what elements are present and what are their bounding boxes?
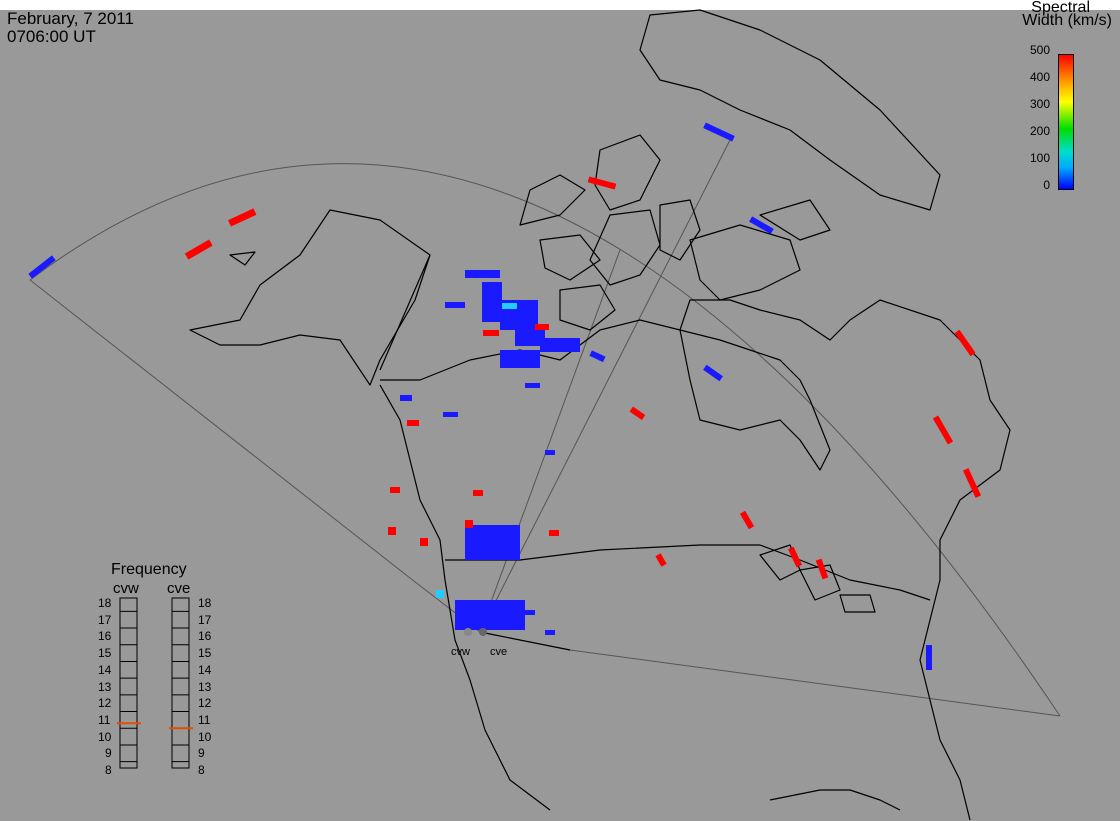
cve-column-label: cve bbox=[167, 580, 191, 597]
date-label: February, 7 2011 bbox=[7, 9, 134, 28]
echoes-high-width bbox=[184, 176, 982, 580]
frequency-tick-label: 17 bbox=[98, 612, 112, 627]
colorbar-tick: 400 bbox=[1029, 70, 1050, 84]
colorbar-title-line2: Width (km/s) bbox=[1022, 12, 1112, 29]
frequency-tick-label: 10 bbox=[98, 729, 112, 744]
spectral-width-colorbar bbox=[1058, 54, 1074, 190]
echoes-mid-width bbox=[436, 303, 517, 598]
colorbar-tick: 0 bbox=[1043, 178, 1050, 192]
frequency-tick-label: 16 bbox=[98, 629, 112, 644]
colorbar-tick: 500 bbox=[1029, 43, 1050, 57]
freq-boxes bbox=[119, 597, 190, 769]
cvw-site-marker bbox=[464, 628, 472, 636]
frequency-tick-label: 11 bbox=[198, 712, 211, 727]
top-strip bbox=[0, 0, 1120, 10]
fov-outline bbox=[29, 139, 1061, 717]
time-label: 0706:00 UT bbox=[7, 27, 96, 46]
frequency-tick-label: 10 bbox=[198, 729, 212, 744]
frequency-tick-label: 12 bbox=[98, 696, 112, 711]
frequency-tick-label: 14 bbox=[198, 662, 212, 677]
frequency-tick-label: 8 bbox=[105, 763, 112, 777]
frequency-tick-label: 9 bbox=[105, 746, 112, 761]
cvw-column-label: cvw bbox=[113, 580, 139, 597]
frequency-tick-label: 17 bbox=[198, 612, 212, 627]
frequency-tick-label: 18 bbox=[98, 596, 112, 610]
colorbar-tick: 100 bbox=[1029, 151, 1050, 165]
frequency-tick-label: 18 bbox=[198, 596, 212, 610]
coastlines bbox=[189, 9, 1011, 821]
cve-site-marker bbox=[479, 628, 487, 636]
frequency-tick-label: 13 bbox=[98, 679, 112, 694]
frequency-tick-label: 16 bbox=[198, 629, 212, 644]
colorbar-title-line1: Spectral bbox=[1031, 0, 1090, 16]
freq-grid bbox=[120, 610, 189, 763]
frequency-title: Frequency bbox=[111, 561, 187, 578]
frequency-tick-label: 12 bbox=[198, 696, 212, 711]
site-label-cve: cve bbox=[490, 646, 508, 658]
colorbar-tick: 300 bbox=[1029, 97, 1050, 111]
frequency-tick-label: 14 bbox=[98, 662, 112, 677]
frequency-tick-label: 13 bbox=[198, 679, 212, 694]
site-label-cvw: cvw bbox=[451, 646, 470, 658]
frequency-tick-label: 15 bbox=[198, 646, 212, 661]
colorbar-tick: 200 bbox=[1029, 124, 1050, 138]
frequency-tick-label: 15 bbox=[98, 646, 112, 661]
frequency-tick-label: 9 bbox=[198, 746, 205, 761]
echoes-low-width bbox=[28, 122, 932, 670]
frequency-tick-label: 11 bbox=[98, 712, 111, 727]
frequency-tick-label: 8 bbox=[198, 763, 205, 777]
